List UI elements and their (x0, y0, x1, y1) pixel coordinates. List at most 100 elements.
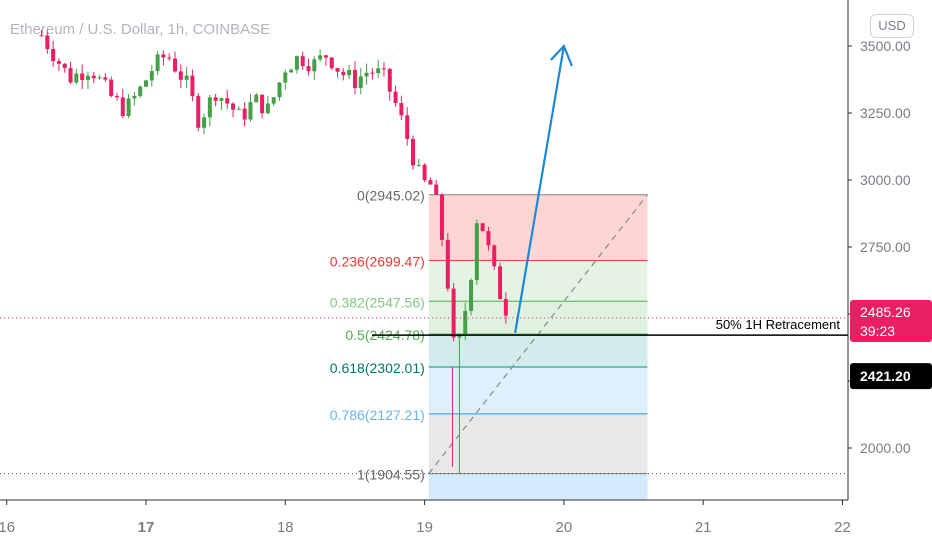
candle-body (56, 61, 61, 64)
time-tick-label: 22 (834, 519, 851, 536)
candle-body (207, 97, 212, 118)
candle-body (428, 180, 433, 185)
candle-body (341, 71, 346, 76)
candle-body (347, 69, 352, 76)
price-tick-label: 3000.00 (860, 172, 911, 188)
candle-body (469, 279, 474, 311)
candle-body (312, 59, 317, 72)
candle-body (294, 56, 299, 70)
candle-body (364, 72, 369, 77)
candle-body (265, 103, 270, 114)
candle-body (318, 55, 323, 60)
candle-body (480, 223, 485, 232)
fib-zone (428, 367, 648, 414)
current-price-value: 2485.26 (860, 304, 911, 320)
marked-price-value: 2421.20 (860, 368, 911, 384)
time-tick-label: 21 (695, 519, 712, 536)
candle-body (103, 77, 108, 80)
fib-level-label: 0.382(2547.56) (330, 294, 425, 310)
candle-body (474, 223, 479, 280)
price-tick-label: 2750.00 (860, 239, 911, 255)
axes: 3500.003250.003000.002750.002500.002250.… (0, 0, 932, 536)
candle-body (114, 96, 119, 98)
candle-body (445, 239, 450, 289)
candle-body (91, 75, 96, 79)
candle-body (97, 77, 102, 79)
symbol-title: Ethereum / U.S. Dollar, 1h, COINBASE (10, 21, 271, 38)
candle-body (85, 75, 90, 81)
candle-body (498, 266, 503, 300)
candle-body (45, 35, 50, 50)
fib-zone (428, 334, 648, 368)
projection-arrowhead (550, 43, 573, 67)
candle-body (236, 108, 241, 110)
time-tick-label: 16 (0, 519, 15, 536)
candle-body (306, 66, 311, 72)
candle-body (381, 68, 386, 70)
current-price-tag (850, 299, 932, 342)
chart-overlay: 50% 1H Retracement (0, 43, 848, 475)
candle-body (51, 49, 56, 62)
candle-body (62, 63, 67, 69)
projection-arrow[interactable] (514, 45, 565, 333)
candle-body (300, 56, 305, 67)
candle-body (323, 55, 328, 58)
candle-body (405, 115, 410, 139)
candle-body (457, 334, 462, 338)
candle-body (149, 71, 154, 81)
candle-body (132, 95, 137, 99)
fib-trend-line (428, 194, 648, 474)
candle-body (248, 102, 253, 120)
candle-body (80, 73, 85, 81)
candle-body (138, 86, 143, 96)
candle-body (202, 117, 207, 128)
candle-body (254, 94, 259, 103)
candle-body (231, 103, 236, 110)
countdown-value: 39:23 (860, 323, 895, 339)
time-tick-label: 19 (416, 519, 433, 536)
candle-body (283, 72, 288, 83)
fib-level-label: 0.236(2699.47) (330, 254, 425, 270)
fib-zone (428, 260, 648, 302)
fib-level-label: 0.786(2127.21) (330, 407, 425, 423)
candle-body (376, 68, 381, 74)
candle-body (416, 164, 421, 166)
candle-body (463, 310, 468, 335)
candle-body (335, 68, 340, 72)
candle-body (370, 72, 375, 74)
candle-body (173, 58, 178, 72)
candle-body (271, 97, 276, 104)
candle-body (213, 97, 218, 101)
candle-body (126, 98, 131, 116)
fib-level-label: 0.618(2302.01) (330, 360, 425, 376)
price-tick-label: 3250.00 (860, 105, 911, 121)
fib-extension-zone (428, 473, 648, 500)
candle-body (451, 288, 456, 338)
candle-body (167, 57, 172, 59)
candle-body (492, 245, 497, 267)
candle-body (155, 54, 160, 72)
time-tick-label: 20 (556, 519, 573, 536)
candle-body (434, 184, 439, 195)
candle-body (39, 35, 44, 37)
candle-body (277, 82, 282, 98)
fib-level-label: 1(1904.55) (357, 467, 425, 483)
candle-body (225, 98, 230, 104)
candle-body (387, 68, 392, 92)
candle-body (109, 79, 114, 97)
candle-body (161, 54, 166, 58)
candle-body (184, 75, 189, 80)
candle-body (329, 57, 334, 69)
price-tick-label: 3500.00 (860, 38, 911, 54)
fib-zone (428, 301, 648, 335)
candle-body (358, 76, 363, 88)
price-tick-label: 2000.00 (860, 440, 911, 456)
currency-button[interactable]: USD (870, 14, 914, 38)
candle-body (74, 73, 79, 83)
candle-body (352, 69, 357, 88)
time-tick-label: 17 (138, 519, 155, 536)
candle-body (144, 80, 148, 87)
time-tick-label: 18 (277, 519, 294, 536)
candle-body (260, 94, 265, 114)
